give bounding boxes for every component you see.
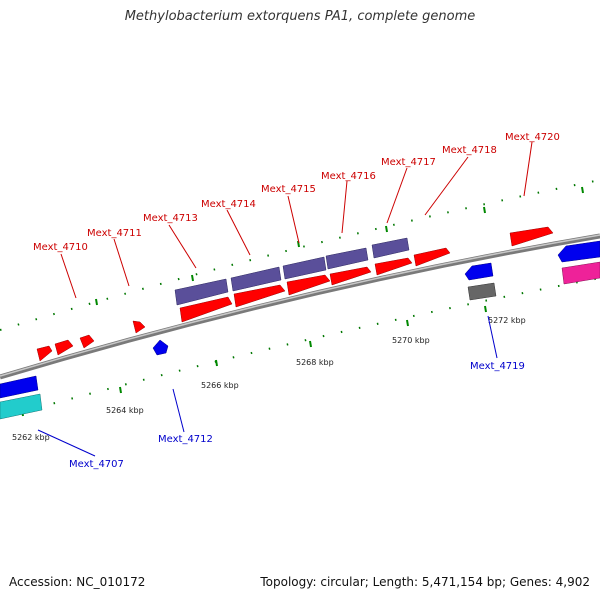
gene-label: Mext_4715 — [261, 184, 316, 195]
gene-label: Mext_4717 — [381, 157, 436, 168]
genome-backbone — [0, 233, 600, 380]
gene-arrow-forward — [374, 257, 413, 276]
gene-block-purple — [174, 278, 229, 306]
outer-tick — [385, 225, 388, 233]
inner-tick — [484, 305, 487, 313]
tick-label: 5262 kbp — [12, 433, 50, 442]
tick-label: 5264 kbp — [106, 406, 144, 415]
inner-tick — [119, 386, 122, 394]
gene-label: Mext_4710 — [33, 242, 88, 253]
outer-tick — [191, 274, 194, 282]
gene-arrow-forward — [286, 274, 331, 296]
gene-arrow-forward — [54, 339, 74, 356]
gene-label: Mext_4712 — [158, 434, 213, 445]
gene-label: Mext_4718 — [442, 145, 497, 156]
gene-block-magenta — [561, 261, 600, 285]
gene-arrow-reverse — [464, 262, 494, 281]
gene-arrow-forward — [36, 345, 53, 362]
forward-gene-labels: Mext_4710 Mext_4711 Mext_4713 Mext_4714 … — [33, 132, 560, 253]
gene-arrow-forward — [132, 320, 146, 334]
gene-block-purple — [282, 256, 327, 280]
tick-label: 5272 kbp — [488, 316, 526, 325]
reverse-genes — [0, 240, 600, 399]
gene-arrow-forward — [509, 226, 554, 247]
gene-label: Mext_4711 — [87, 228, 142, 239]
gene-label: Mext_4714 — [201, 199, 256, 210]
gene-arrow-reverse — [152, 339, 169, 356]
gene-arrow-reverse — [557, 240, 600, 263]
gene-block-purple — [230, 266, 282, 292]
other-genes — [0, 261, 600, 420]
gene-label: Mext_4720 — [505, 132, 560, 143]
gene-block-gray — [467, 282, 497, 301]
outer-scale-ring — [0, 179, 600, 331]
gene-block-purple — [371, 237, 410, 259]
tick-label: 5266 kbp — [201, 381, 239, 390]
gene-label: Mext_4716 — [321, 171, 376, 182]
inner-major-ticks — [21, 305, 487, 417]
inner-tick — [215, 359, 218, 367]
gene-block-purple — [325, 247, 369, 270]
tick-label: 5270 kbp — [392, 336, 430, 345]
reverse-leader-lines — [37, 315, 498, 457]
gene-block-cyan — [0, 393, 43, 420]
gene-arrow-forward — [79, 334, 95, 349]
gene-arrow-forward — [179, 296, 233, 323]
map-title: Methylobacterium extorquens PA1, complet… — [124, 9, 476, 24]
tick-label: 5268 kbp — [296, 358, 334, 367]
gene-label: Mext_4719 — [470, 361, 525, 372]
tick-labels: 5262 kbp 5264 kbp 5266 kbp 5268 kbp 5270… — [12, 316, 526, 442]
gene-arrow-forward — [413, 247, 451, 267]
inner-tick — [309, 340, 312, 348]
inner-tick — [406, 319, 409, 327]
outer-tick — [581, 186, 584, 194]
gene-arrow-forward — [233, 284, 286, 308]
gene-label: Mext_4713 — [143, 213, 198, 224]
outer-tick — [95, 298, 98, 306]
outer-major-ticks — [95, 186, 584, 306]
gene-label: Mext_4707 — [69, 459, 124, 470]
gene-arrow-reverse — [0, 375, 39, 399]
accession-text: Accession: NC_010172 — [9, 575, 146, 589]
purple-genes — [174, 237, 410, 306]
gene-arrow-forward — [329, 266, 372, 286]
reverse-gene-labels: Mext_4707 Mext_4712 Mext_4719 — [69, 361, 525, 470]
genome-summary-text: Topology: circular; Length: 5,471,154 bp… — [260, 575, 590, 589]
forward-leader-lines — [60, 141, 533, 299]
outer-tick — [483, 206, 486, 214]
outer-tick — [297, 240, 300, 248]
forward-genes — [36, 226, 554, 362]
